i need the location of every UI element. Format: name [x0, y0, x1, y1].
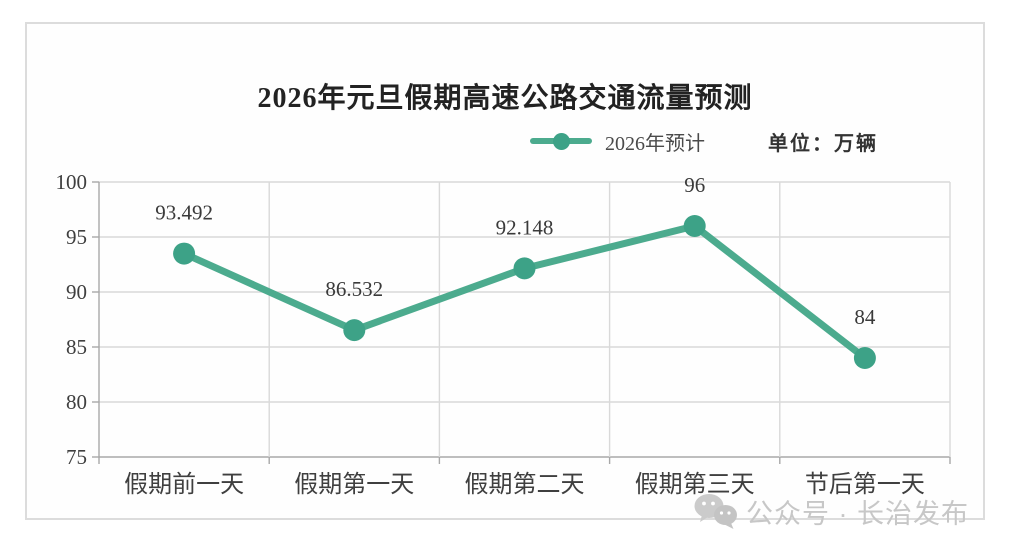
x-category-label: 假期第三天	[635, 471, 755, 498]
data-point	[853, 347, 876, 369]
legend-dot-icon	[552, 132, 570, 150]
x-category-label: 假期前一天	[124, 471, 244, 498]
data-label: 96	[684, 173, 705, 197]
data-point	[343, 319, 366, 342]
y-tick-label: 90	[66, 280, 87, 304]
x-category-label: 假期第二天	[465, 471, 585, 498]
chart-panel: 2026年元旦假期高速公路交通流量预测 2026年预计 单位：万辆	[25, 22, 985, 520]
legend-line-marker-icon	[530, 132, 592, 150]
data-point	[683, 215, 706, 237]
y-tick-label: 75	[66, 445, 87, 469]
y-tick-label: 80	[66, 390, 87, 414]
x-category-label: 节后第一天	[805, 471, 925, 498]
y-tick-label: 85	[66, 335, 87, 359]
data-label: 84	[854, 305, 876, 329]
wechat-icon	[694, 494, 737, 529]
unit-label: 单位：万辆	[768, 133, 878, 155]
data-point	[513, 257, 536, 280]
watermark-text: 公众号 · 长治发布	[746, 498, 969, 529]
watermark: 公众号 · 长治发布	[692, 492, 969, 530]
y-tick-label: 100	[56, 170, 88, 194]
data-point	[173, 242, 196, 265]
legend-series-label: 2026年预计	[605, 132, 705, 155]
data-label: 93.492	[155, 201, 213, 225]
chart-title: 2026年元旦假期高速公路交通流量预测	[257, 83, 753, 114]
data-label: 86.532	[325, 277, 383, 301]
legend: 2026年预计	[530, 128, 705, 155]
x-category-label: 假期第一天	[294, 471, 414, 498]
y-tick-label: 95	[66, 225, 87, 249]
data-label: 92.148	[496, 215, 554, 239]
